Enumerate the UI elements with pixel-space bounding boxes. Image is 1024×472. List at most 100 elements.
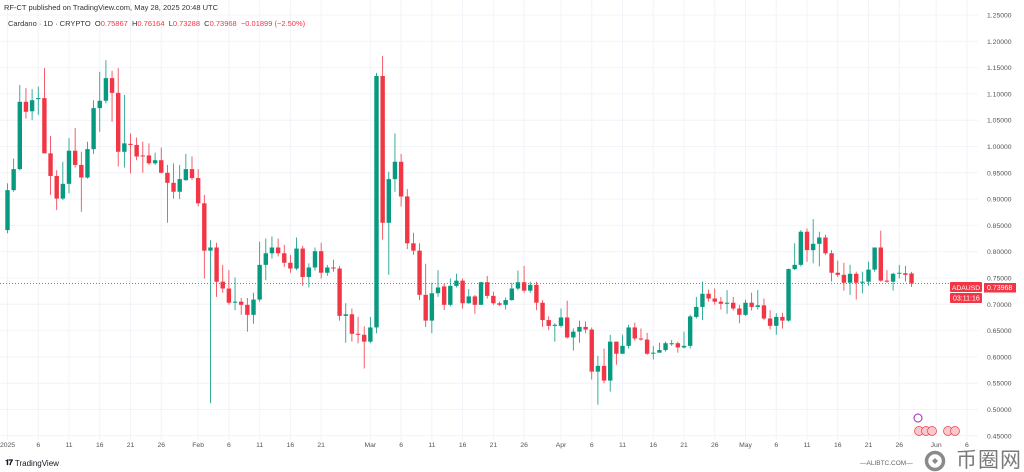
watermark-sub: —ALIBTC.COM— <box>860 460 913 467</box>
candle-body <box>651 352 656 354</box>
candle-body <box>663 343 668 351</box>
tradingview-logo[interactable]: 𝟏𝟕 TradingView <box>5 458 59 468</box>
candle-body <box>571 331 576 338</box>
candle-up <box>817 231 822 267</box>
candle-up <box>177 164 182 200</box>
candle-body <box>743 302 748 315</box>
candle-down <box>54 170 59 211</box>
candle-body <box>786 269 791 321</box>
candle-body <box>97 100 102 109</box>
candle-up <box>208 240 213 404</box>
candle-body <box>854 273 859 283</box>
candle-body <box>103 78 109 101</box>
candle-body <box>700 293 705 307</box>
candle-down <box>583 321 588 334</box>
candle-down <box>214 242 219 297</box>
x-tick-label: 6 <box>399 442 403 449</box>
candle-up <box>509 282 514 301</box>
price-axis[interactable]: 1.25000 1.20000 1.15000 1.10000 1.05000 1.000… <box>987 13 1012 441</box>
candle-up <box>620 334 625 354</box>
candle-body <box>878 247 883 281</box>
low-value: 0.73288 <box>172 19 200 28</box>
candle-up <box>608 334 613 392</box>
x-tick-label: Mar <box>364 442 376 449</box>
publisher-line: RF-CT published on TradingView.com, May … <box>4 3 218 12</box>
candle-up <box>17 84 22 171</box>
y-tick-label: 1.05000 <box>987 118 1012 125</box>
candle-body <box>91 108 96 150</box>
countdown-tag-bg <box>950 293 982 303</box>
candle-up <box>890 272 896 291</box>
candle-down <box>23 88 29 119</box>
candle-body <box>687 316 693 346</box>
candle-up <box>263 238 268 281</box>
candle-body <box>349 314 355 334</box>
us-flag-icon[interactable] <box>950 426 960 436</box>
candle-up <box>183 153 189 181</box>
candle-down <box>398 153 404 207</box>
candle-body <box>817 237 822 244</box>
candle-down <box>497 301 502 306</box>
candle-body <box>478 282 484 305</box>
events[interactable] <box>913 413 960 436</box>
candle-down <box>195 169 201 207</box>
candle-body <box>134 144 139 157</box>
candle-body <box>903 273 908 275</box>
candle-body <box>355 333 361 335</box>
candle-body <box>245 304 250 315</box>
candle-up <box>306 263 312 288</box>
x-tick-label: 6 <box>227 442 231 449</box>
y-tick-label: 0.90000 <box>987 197 1012 204</box>
candle-down <box>903 265 908 282</box>
candle-body <box>423 294 428 321</box>
candle-up <box>257 241 262 302</box>
candle-down <box>417 243 422 301</box>
candle-up <box>60 161 66 201</box>
open-label: O <box>94 19 101 28</box>
x-tick-label: Apr <box>556 442 567 449</box>
y-tick-label: 0.60000 <box>987 354 1012 361</box>
candle-down <box>706 289 711 302</box>
open-value: 0.75867 <box>100 19 128 28</box>
y-tick-label: 0.95000 <box>987 170 1012 177</box>
candle-body <box>405 196 410 244</box>
last-price-value: 0.73968 <box>987 285 1012 292</box>
candle-body <box>909 273 914 284</box>
candle-up <box>103 60 109 104</box>
candle-body <box>644 339 650 354</box>
x-tick-label: 11 <box>803 442 810 449</box>
time-axis[interactable]: 2025 6 11 16 21 26 Feb 6 11 16 21 Mar 6 11 16 21 26 Apr 6 1… <box>0 442 969 449</box>
candle-body <box>675 343 681 348</box>
candle-down <box>804 228 810 262</box>
candles <box>5 56 914 405</box>
symbol-legend: Cardano · 1D · CRYPTO O0.75867 H0.76164 … <box>8 19 305 28</box>
x-tick-label: 11 <box>65 442 72 449</box>
candle-down <box>731 296 736 311</box>
candle-body <box>564 317 570 338</box>
candle-up <box>663 341 668 352</box>
candle-down <box>614 341 619 365</box>
candle-down <box>300 245 305 286</box>
candle-body <box>681 345 687 348</box>
y-tick-label: 0.75000 <box>987 276 1012 283</box>
candle-down <box>737 304 742 324</box>
candle-up <box>251 292 256 324</box>
candle-up <box>755 290 760 310</box>
candle-body <box>583 326 588 330</box>
candle-up <box>478 281 484 305</box>
candle-body <box>897 272 902 274</box>
candle-body <box>36 98 41 100</box>
candle-body <box>282 253 287 263</box>
x-tick-label: 26 <box>520 442 528 449</box>
x-tick-label: Feb <box>192 442 204 449</box>
x-tick-label: May <box>739 442 752 449</box>
candle-body <box>466 296 471 304</box>
x-tick-label: 16 <box>834 442 842 449</box>
dividend-event-icon[interactable] <box>913 413 923 423</box>
candle-body <box>435 287 441 294</box>
candle-body <box>694 306 699 317</box>
y-tick-label: 1.00000 <box>987 144 1012 151</box>
candle-up <box>847 264 853 295</box>
us-flag-icon[interactable] <box>927 426 937 436</box>
